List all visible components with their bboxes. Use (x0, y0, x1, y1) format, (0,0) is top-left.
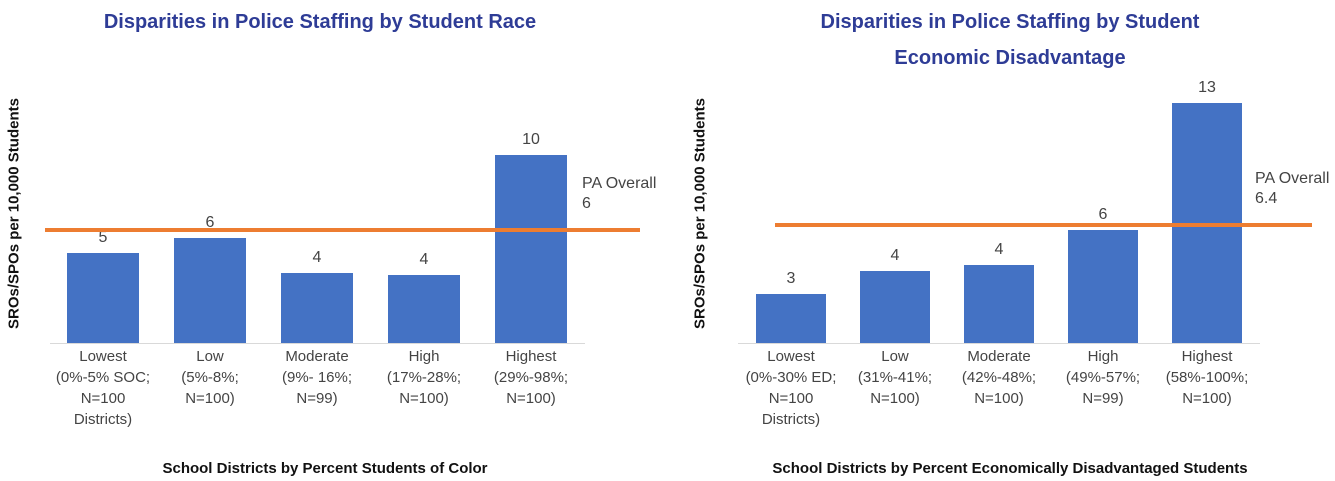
x-tick-label: High (49%-57%; N=99) (1065, 348, 1141, 407)
x-tick-label: Highest (29%-98%; N=100) (493, 348, 569, 407)
x-tick-label: Lowest (0%-5% SOC; N=100 Districts) (55, 348, 151, 428)
data-label: 3 (786, 269, 796, 287)
chart-title: Disparities in Police Staffing by Studen… (103, 11, 537, 33)
x-tick-label: Low (31%-41%; N=100) (857, 348, 933, 407)
bar (67, 252, 139, 343)
reference-line (45, 228, 640, 233)
x-tick-label: Highest (58%-100%; N=100) (1165, 348, 1249, 407)
bar (1068, 230, 1138, 343)
y-axis-title: SROs/SPOs per 10,000 Students (691, 98, 709, 329)
data-label: 4 (890, 246, 900, 264)
x-tick-label: High (17%-28%; N=100) (386, 348, 462, 407)
chart-title: Disparities in Police Staffing by Studen… (820, 11, 1200, 69)
y-axis-title: SROs/SPOs per 10,000 Students (5, 98, 23, 329)
data-label: 4 (994, 241, 1004, 259)
data-label: 6 (1098, 206, 1108, 224)
data-label: 5 (98, 228, 108, 246)
x-axis-title: School Districts by Percent Students of … (162, 460, 488, 477)
reference-label: PA Overall (582, 175, 657, 193)
x-tick-label: Moderate (42%-48%; N=100) (961, 348, 1037, 407)
data-label: 6 (205, 213, 215, 231)
data-label: 10 (522, 131, 540, 148)
reference-label: PA Overall (1255, 169, 1330, 187)
bar (174, 237, 246, 343)
x-axis-title: School Districts by Percent Economically… (772, 460, 1248, 477)
x-tick-label: Moderate (9%- 16%; N=99) (281, 348, 353, 407)
bar (281, 273, 353, 343)
data-label: 4 (419, 251, 429, 269)
bar (756, 293, 826, 343)
data-label: 4 (312, 249, 322, 267)
bar (860, 270, 930, 343)
reference-value: 6.4 (1255, 189, 1278, 207)
x-tick-label: Low (5%-8%; N=100) (181, 348, 239, 407)
x-axis (50, 343, 585, 344)
reference-line (775, 222, 1312, 227)
reference-value: 6 (582, 195, 591, 213)
x-tick-label: Lowest (0%-30% ED; N=100 Districts) (745, 348, 837, 428)
bar (964, 265, 1034, 343)
x-axis (738, 343, 1260, 344)
bar (388, 275, 460, 343)
bar (495, 155, 567, 343)
data-label: 13 (1198, 78, 1216, 96)
